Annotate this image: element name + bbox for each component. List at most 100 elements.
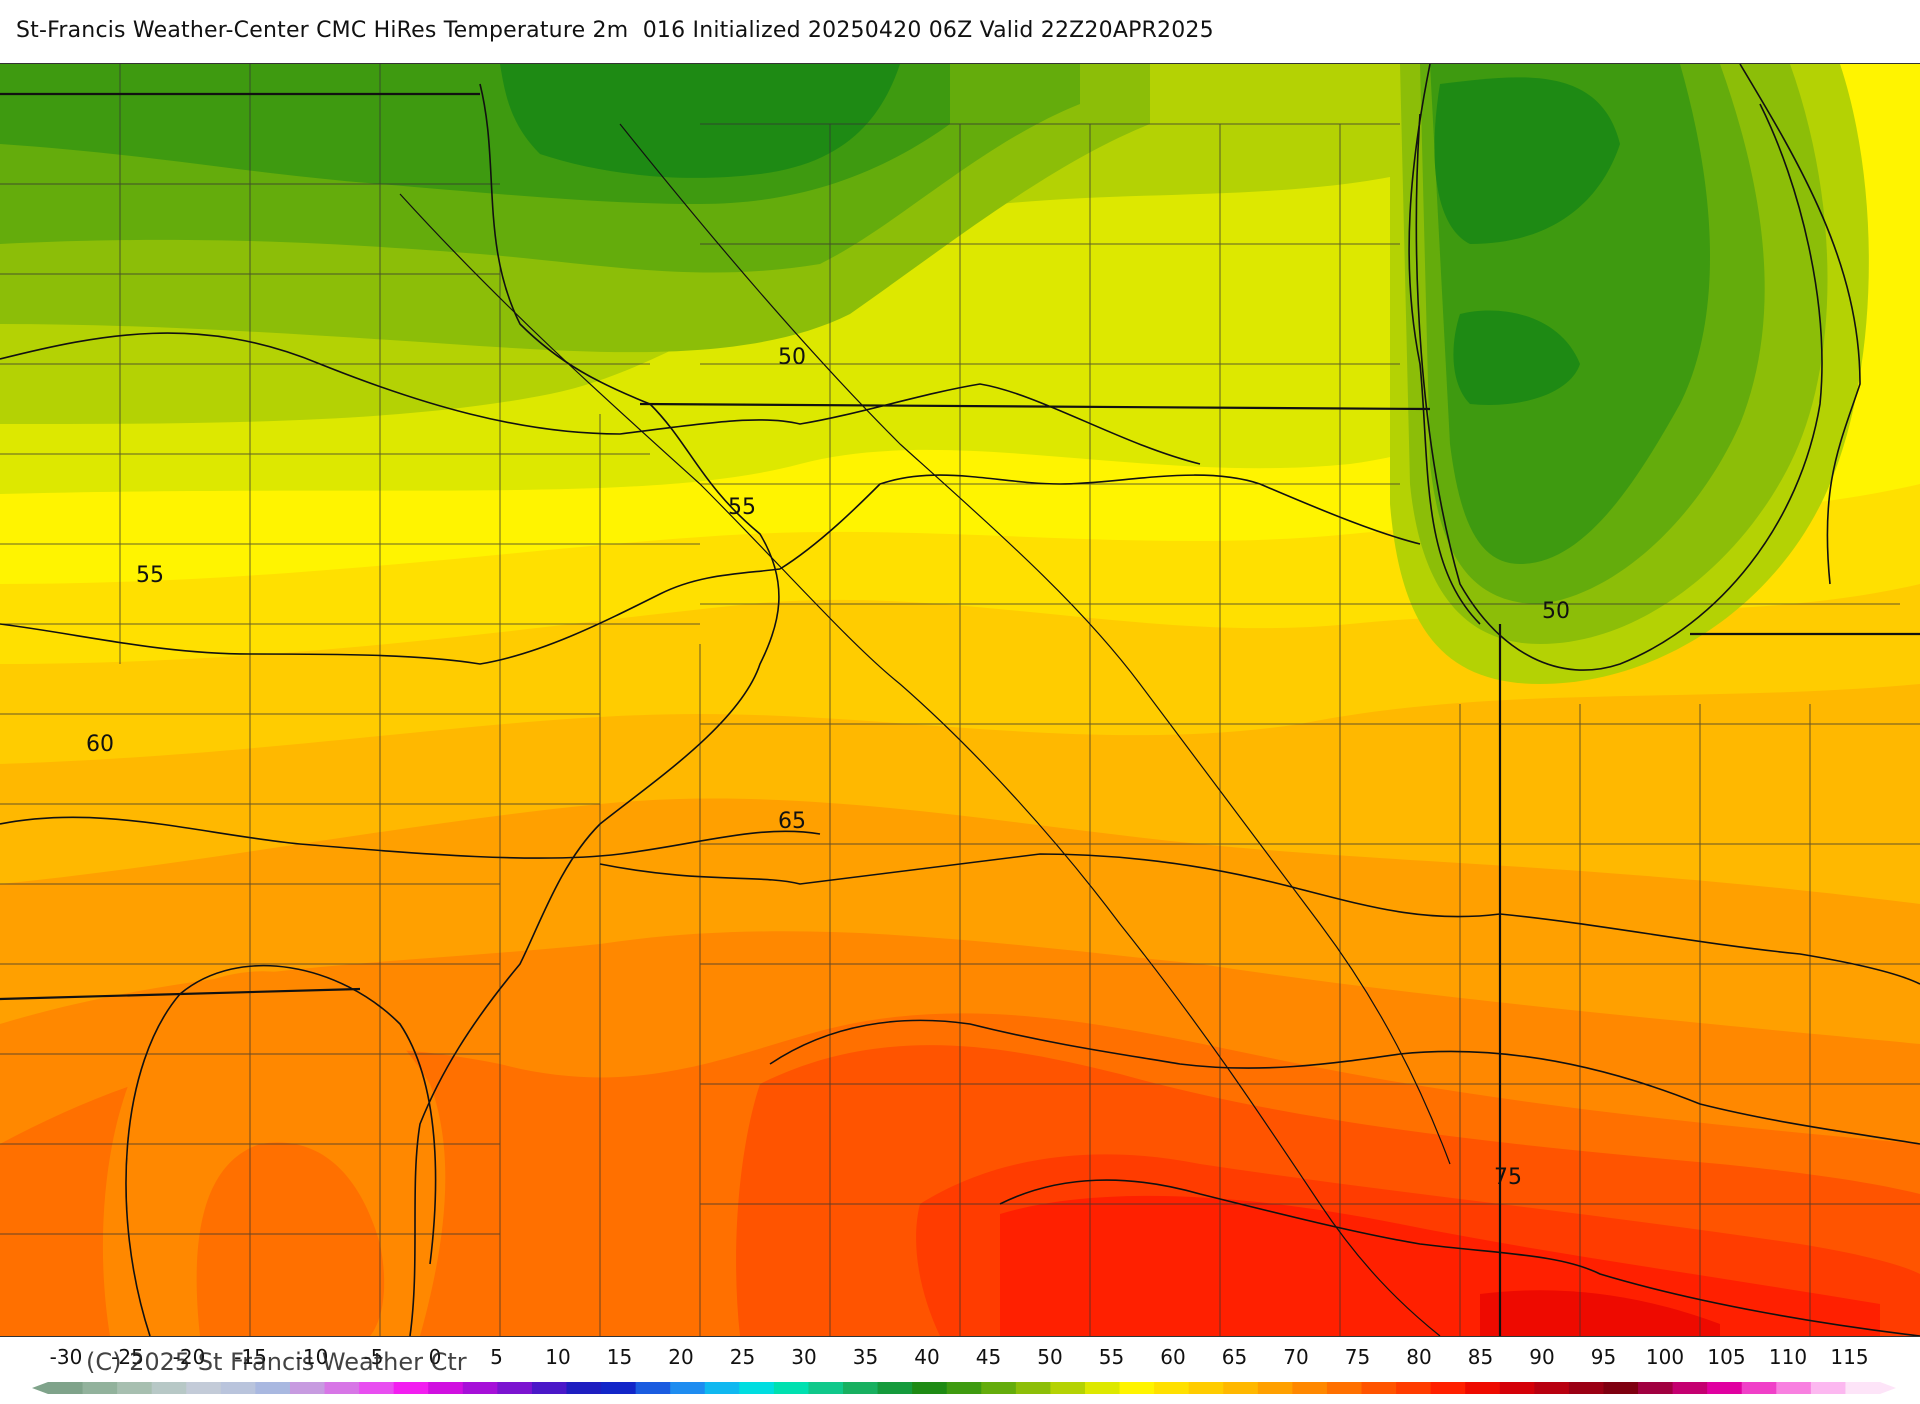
colorbar-tick-label: 75: [1345, 1345, 1370, 1369]
isotherm-route-line: [399, 193, 1441, 1336]
colorbar-swatch: [428, 1382, 464, 1394]
colorbar-swatch: [1396, 1382, 1432, 1394]
colorbar-swatch: [1326, 1382, 1363, 1394]
colorbar-swatch: [1499, 1382, 1535, 1394]
colorbar-swatch: [186, 1382, 222, 1394]
colorbar-swatch: [359, 1382, 395, 1394]
colorbar-swatch: [739, 1382, 775, 1394]
colorbar-swatch: [82, 1382, 118, 1394]
colorbar-tick-label: 85: [1468, 1345, 1493, 1369]
colorbar-swatch: [117, 1382, 153, 1394]
colorbar-swatch: [566, 1382, 602, 1394]
colorbar-swatch: [1188, 1382, 1224, 1394]
colorbar-swatch: [151, 1382, 187, 1394]
contour-label: 60: [86, 732, 114, 757]
colorbar-swatch: [981, 1382, 1017, 1394]
colorbar-tick-label: 80: [1406, 1345, 1431, 1369]
isotherm-70-loop: [769, 1019, 1920, 1145]
colorbar-swatch: [601, 1382, 637, 1394]
colorbar-tick-label: 50: [1037, 1345, 1062, 1369]
colorbar-swatch: [877, 1382, 913, 1394]
isotherm-75: [999, 1179, 1920, 1336]
band-t44: [500, 64, 900, 178]
contour-label: 50: [778, 345, 806, 370]
colorbar-left-arrow: [32, 1382, 48, 1394]
colorbar-swatch: [1568, 1382, 1604, 1394]
colorbar-swatch: [1050, 1382, 1086, 1394]
county-boundaries: [0, 64, 1920, 1336]
isotherm-60: [0, 816, 821, 859]
band-west-t68: [196, 1142, 385, 1336]
colorbar-swatch: [497, 1382, 533, 1394]
colorbar-swatch: [1119, 1382, 1155, 1394]
colorbar-tick-label: 0: [429, 1345, 442, 1369]
colorbar-swatch: [462, 1382, 498, 1394]
contour-labels: 50 55 50 55 60 65 75: [86, 345, 1570, 1190]
colorbar-swatch: [670, 1382, 706, 1394]
colorbar-swatch: [1292, 1382, 1328, 1394]
colorbar-swatch: [704, 1382, 740, 1394]
colorbar-tick-label: -20: [173, 1345, 206, 1369]
band-east-t44: [1434, 77, 1620, 244]
isotherm-55-west: [0, 568, 781, 665]
contour-label: 75: [1494, 1165, 1522, 1190]
colorbar-tick-label: 95: [1591, 1345, 1616, 1369]
colorbar-swatch: [1741, 1382, 1777, 1394]
colorbar-tick-label: 20: [668, 1345, 693, 1369]
colorbar-swatch: [843, 1382, 879, 1394]
colorbar-swatch: [1603, 1382, 1639, 1394]
colorbar-swatch: [324, 1382, 360, 1394]
colorbar-swatch: [1707, 1382, 1743, 1394]
colorbar-tick-label: 45: [976, 1345, 1001, 1369]
colorbar-tick-label: -30: [50, 1345, 83, 1369]
temperature-field: 50 55 50 55 60 65 75: [0, 64, 1920, 1336]
colorbar-swatch: [1223, 1382, 1259, 1394]
colorbar-swatch: [1084, 1382, 1121, 1394]
contour-label: 55: [728, 495, 756, 520]
colorbar-swatch: [393, 1382, 429, 1394]
colorbar-tick-label: 65: [1222, 1345, 1247, 1369]
map-title: St-Francis Weather-Center CMC HiRes Temp…: [16, 18, 1214, 43]
isotherm-50-east: [1415, 103, 1823, 671]
colorbar-swatch: [1361, 1382, 1397, 1394]
colorbar-tick-label: -15: [234, 1345, 267, 1369]
colorbar-swatch: [531, 1382, 567, 1394]
isotherm-route-line-2: [619, 123, 1451, 1165]
colorbar-swatch: [773, 1382, 809, 1394]
isotherm-65: [599, 853, 1920, 985]
colorbar-swatch: [946, 1382, 982, 1394]
isotherm-contours: [0, 103, 1920, 1336]
colorbar-tick-label: 60: [1160, 1345, 1185, 1369]
colorbar-swatch: [1430, 1382, 1466, 1394]
colorbar-swatch: [1672, 1382, 1708, 1394]
colorbar-swatch: [1534, 1382, 1570, 1394]
colorbar-right-arrow: [1880, 1382, 1896, 1394]
colorbar-swatch: [220, 1382, 256, 1394]
colorbar-swatch: [912, 1382, 948, 1394]
colorbar-swatch: [1257, 1382, 1293, 1394]
band-t76: [1480, 1290, 1720, 1336]
contour-label: 55: [136, 563, 164, 588]
colorbar-swatch: [1810, 1382, 1846, 1394]
copyright-notice: (C) 2025 St Francis Weather Ctr: [86, 1348, 467, 1376]
contour-label: 65: [778, 809, 806, 834]
colorbar-swatch: [289, 1382, 326, 1394]
colorbar-tick-label: 35: [853, 1345, 878, 1369]
temperature-fill-bands: [0, 64, 1920, 1336]
colorbar-tick-label: 10: [545, 1345, 570, 1369]
colorbar-swatch: [1776, 1382, 1812, 1394]
colorbar-tick-label: 105: [1707, 1345, 1745, 1369]
colorbar-tick-label: 110: [1769, 1345, 1807, 1369]
colorbar-tick-label: 115: [1830, 1345, 1868, 1369]
temperature-map: 50 55 50 55 60 65 75: [0, 63, 1920, 1337]
color-scale: -30 -25 -20 -15 -10 -5 0 5 10 15 20 25 30 35 40 45 50 55 6…: [0, 1336, 1920, 1400]
colorbar-tick-label: 30: [791, 1345, 816, 1369]
colorbar-swatch: [1638, 1382, 1674, 1394]
colorbar-swatch: [1015, 1382, 1051, 1394]
colorbar: -30 -25 -20 -15 -10 -5 0 5 10 15 20 25 30 35 40 45 50 55 6…: [32, 1345, 1896, 1394]
colorbar-swatch: [1154, 1382, 1190, 1394]
colorbar-tick-label: 5: [490, 1345, 503, 1369]
isotherm-50-west: [0, 332, 1201, 465]
colorbar-swatch: [1845, 1382, 1881, 1394]
colorbar-tick-label: 90: [1529, 1345, 1554, 1369]
